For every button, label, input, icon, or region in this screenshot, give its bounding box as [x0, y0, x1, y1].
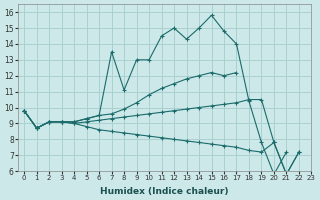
X-axis label: Humidex (Indice chaleur): Humidex (Indice chaleur) — [100, 187, 229, 196]
